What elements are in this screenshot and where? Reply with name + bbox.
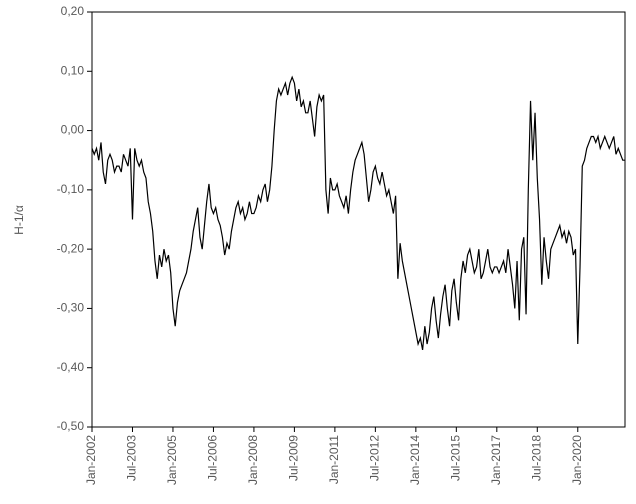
y-tick-label: -0,50	[57, 419, 85, 433]
x-tick-label: Jul-2012	[368, 435, 382, 481]
y-tick-label: 0,00	[61, 123, 85, 137]
y-tick-label: -0,30	[57, 301, 85, 315]
x-tick-label: Jul-2018	[529, 435, 543, 481]
y-tick-label: -0,20	[57, 241, 85, 255]
x-tick-label: Jan-2005	[165, 435, 179, 485]
y-axis-label: H-1/α	[12, 205, 26, 235]
x-tick-label: Jul-2003	[125, 435, 139, 481]
x-tick-label: Jul-2015	[449, 435, 463, 481]
x-tick-label: Jan-2014	[408, 435, 422, 485]
x-tick-label: Jan-2002	[84, 435, 98, 485]
x-tick-label: Jan-2020	[570, 435, 584, 485]
x-tick-label: Jan-2011	[327, 435, 341, 484]
y-tick-label: 0,10	[61, 63, 85, 77]
y-tick-label: -0,40	[57, 360, 85, 374]
x-tick-label: Jan-2008	[246, 435, 260, 485]
data-line	[91, 75, 625, 351]
plot-frame	[91, 11, 626, 428]
x-tick-label: Jan-2017	[489, 435, 503, 485]
x-tick-label: Jul-2009	[287, 435, 301, 481]
y-tick-label: -0,10	[57, 182, 85, 196]
y-tick-label: 0,20	[61, 4, 85, 18]
x-tick-label: Jul-2006	[206, 435, 220, 481]
